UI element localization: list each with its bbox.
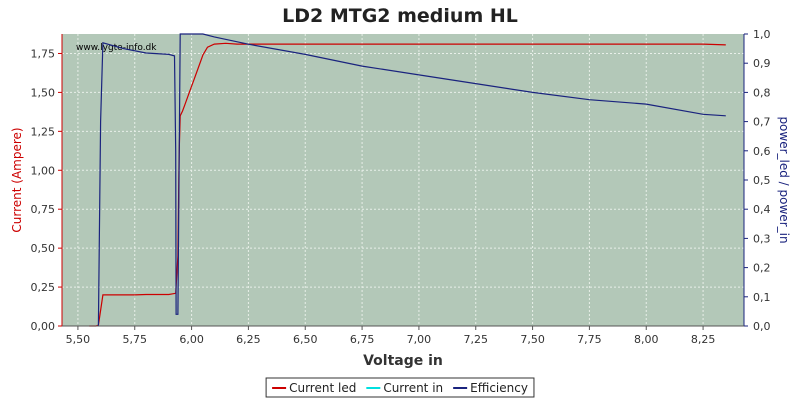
y-right-tick-label: 0,0 bbox=[753, 320, 771, 333]
y-right-tick-label: 0,8 bbox=[753, 86, 771, 99]
x-axis-ticks: 5,50 5,75 6,00 6,25 6,50 6,75 7,00 7,25 7,50 7,75… bbox=[66, 326, 716, 346]
y-right-tick-label: 0,2 bbox=[753, 262, 771, 275]
x-tick-label: 7,75 bbox=[577, 333, 602, 346]
y-right-tick-label: 0,6 bbox=[753, 145, 771, 158]
y-right-tick-label: 0,1 bbox=[753, 291, 771, 304]
y-left-tick-label: 1,00 bbox=[31, 164, 56, 177]
y-right-tick-label: 0,4 bbox=[753, 203, 771, 216]
chart-title: LD2 MTG2 medium HL bbox=[282, 5, 518, 27]
y-right-tick-label: 0,3 bbox=[753, 232, 771, 245]
x-tick-label: 6,75 bbox=[350, 333, 375, 346]
y-right-tick-label: 0,5 bbox=[753, 174, 771, 187]
legend: Current led Current in Efficiency bbox=[265, 377, 535, 398]
x-tick-label: 7,00 bbox=[407, 333, 432, 346]
series-line-current-led bbox=[89, 42, 726, 327]
x-tick-label: 8,00 bbox=[634, 333, 659, 346]
y-left-tick-label: 1,25 bbox=[31, 125, 56, 138]
series-layer bbox=[89, 33, 726, 327]
x-tick-label: 6,50 bbox=[293, 333, 318, 346]
y-left-tick-label: 0,50 bbox=[31, 242, 56, 255]
legend-label: Efficiency bbox=[470, 381, 528, 395]
watermark: www.lygte-info.dk bbox=[76, 43, 157, 53]
y-right-axis-ticks: 0,0 0,1 0,2 0,3 0,4 0,5 0,6 0,7 0,8 0,9 1,0 bbox=[744, 28, 771, 333]
y-left-tick-label: 0,75 bbox=[31, 203, 56, 216]
y-right-tick-label: 1,0 bbox=[753, 28, 771, 41]
y-left-axis-ticks: 0,00 0,25 0,50 0,75 1,00 1,25 1,50 1,75 bbox=[31, 47, 62, 333]
x-tick-label: 6,00 bbox=[179, 333, 204, 346]
y-right-axis-title: power_led / power_in bbox=[777, 116, 791, 243]
y-left-tick-label: 1,50 bbox=[31, 86, 56, 99]
y-left-tick-label: 0,25 bbox=[31, 281, 56, 294]
y-left-tick-label: 0,00 bbox=[31, 320, 56, 333]
legend-box bbox=[265, 377, 535, 398]
y-left-axis-title: Current (Ampere) bbox=[10, 127, 24, 232]
y-right-tick-label: 0,9 bbox=[753, 57, 771, 70]
legend-label: Current led bbox=[289, 381, 356, 395]
x-tick-label: 7,50 bbox=[520, 333, 545, 346]
series-line-efficiency bbox=[97, 33, 726, 327]
x-tick-label: 5,75 bbox=[122, 333, 147, 346]
y-right-tick-label: 0,7 bbox=[753, 116, 771, 129]
x-axis-title: Voltage in bbox=[363, 353, 443, 369]
legend-label: Current in bbox=[383, 381, 443, 395]
x-tick-label: 5,50 bbox=[66, 333, 91, 346]
x-tick-label: 6,25 bbox=[236, 333, 261, 346]
y-left-tick-label: 1,75 bbox=[31, 47, 56, 60]
x-tick-label: 8,25 bbox=[691, 333, 716, 346]
x-tick-label: 7,25 bbox=[463, 333, 488, 346]
plot-area bbox=[62, 34, 744, 326]
